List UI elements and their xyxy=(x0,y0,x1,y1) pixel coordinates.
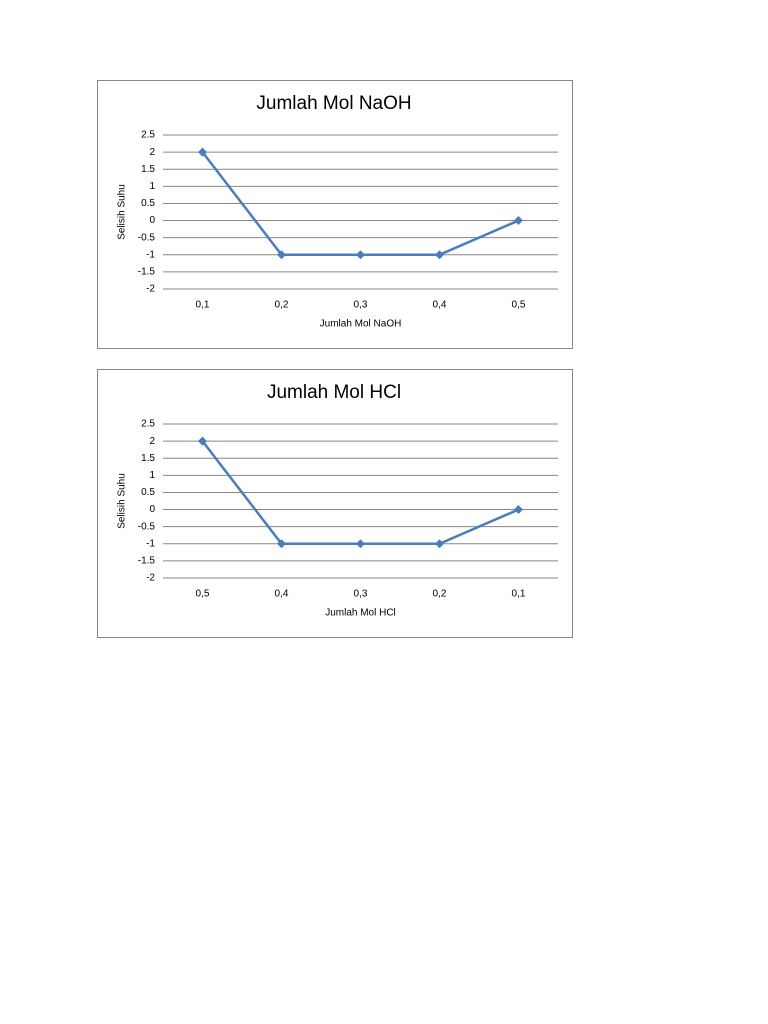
x-tick-label: 0,5 xyxy=(196,589,210,600)
y-tick-label: 0 xyxy=(149,504,155,515)
data-marker xyxy=(277,539,286,549)
y-tick-label: -1.5 xyxy=(138,267,156,278)
chart-frame xyxy=(97,369,573,638)
y-tick-label: 0.5 xyxy=(141,198,155,209)
y-tick-label: -0.5 xyxy=(138,521,156,532)
x-tick-label: 0,5 xyxy=(512,300,526,311)
x-tick-label: 0,2 xyxy=(275,300,289,311)
y-tick-label: 0.5 xyxy=(141,487,155,498)
x-tick-label: 0,4 xyxy=(275,589,289,600)
data-marker xyxy=(435,539,444,549)
y-tick-label: 2.5 xyxy=(141,130,155,141)
x-tick-label: 0,3 xyxy=(354,589,368,600)
data-marker xyxy=(514,505,523,515)
chart-title: Jumlah Mol NaOH xyxy=(256,93,411,114)
x-tick-label: 0,1 xyxy=(196,300,210,311)
y-tick-label: 2 xyxy=(149,436,155,447)
data-marker xyxy=(277,250,286,260)
chart-frame xyxy=(97,80,573,349)
data-marker xyxy=(356,539,365,549)
data-marker xyxy=(514,216,523,226)
x-tick-label: 0,4 xyxy=(433,300,447,311)
chart: Jumlah Mol NaOH -2 -1.5 -1 -0.5 0 0.5 1 1.5 2 2.5 S… xyxy=(97,80,573,349)
y-tick-label: 1.5 xyxy=(141,453,155,464)
y-tick-label: -2 xyxy=(146,284,155,295)
y-tick-label: 1.5 xyxy=(141,164,155,175)
y-tick-label: -0.5 xyxy=(138,232,156,243)
data-marker xyxy=(198,147,207,157)
y-tick-label: -2 xyxy=(146,573,155,584)
x-tick-label: 0,3 xyxy=(354,300,368,311)
x-tick-label: 0,2 xyxy=(433,589,447,600)
y-axis-title: Selisih Suhu xyxy=(117,473,128,529)
y-tick-label: -1.5 xyxy=(138,556,156,567)
x-tick-label: 0,1 xyxy=(512,589,526,600)
x-axis-title: Jumlah Mol NaOH xyxy=(320,319,402,330)
y-tick-label: 0 xyxy=(149,215,155,226)
y-tick-label: 1 xyxy=(149,470,155,481)
x-axis-title: Jumlah Mol HCl xyxy=(325,608,396,619)
chart: Jumlah Mol HCl -2 -1.5 -1 -0.5 0 0.5 1 1.5 2 2.5 Se… xyxy=(97,369,573,638)
data-marker xyxy=(435,250,444,260)
y-tick-label: -1 xyxy=(146,538,155,549)
y-tick-label: 1 xyxy=(149,181,155,192)
y-tick-label: 2 xyxy=(149,147,155,158)
y-tick-label: 2.5 xyxy=(141,419,155,430)
y-tick-label: -1 xyxy=(146,249,155,260)
data-marker xyxy=(198,436,207,446)
data-marker xyxy=(356,250,365,260)
y-axis-title: Selisih Suhu xyxy=(117,184,128,240)
chart-title: Jumlah Mol HCl xyxy=(267,382,401,403)
